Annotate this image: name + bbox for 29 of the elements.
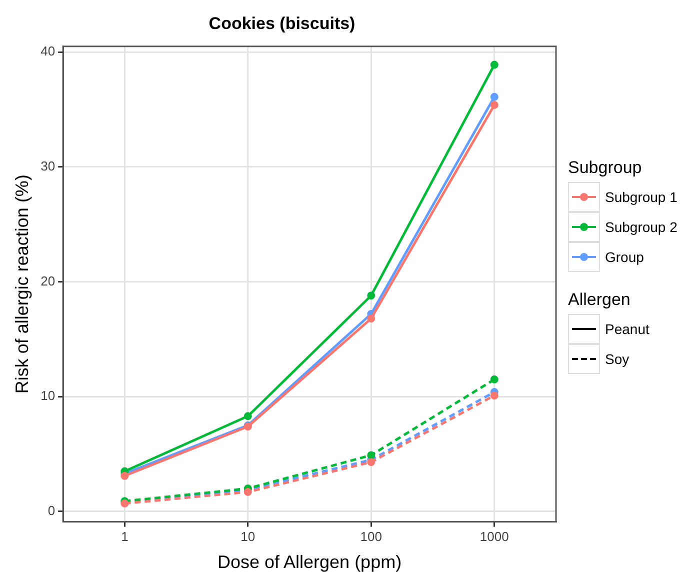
point <box>367 314 376 323</box>
y-tick-label: 40 <box>40 44 56 59</box>
chart-title: Cookies (biscuits) <box>208 14 356 33</box>
x-tick-label: 10 <box>240 529 256 544</box>
legend-label: Group <box>605 249 644 265</box>
point <box>490 100 498 109</box>
y-axis-title: Risk of allergic reaction (%) <box>12 174 32 394</box>
y-tick-label: 20 <box>40 273 56 288</box>
y-tick-label: 30 <box>40 158 56 174</box>
text: Soy <box>605 351 630 367</box>
legend-title: Subgroup <box>568 158 643 178</box>
text: Allergen <box>568 290 632 310</box>
x-tick-label: 1000 <box>480 529 509 544</box>
legend-label: Subgroup 1 <box>605 189 678 205</box>
x-tick-label: 1 <box>121 529 128 544</box>
point <box>367 458 376 466</box>
y-tick-label: 10 <box>40 388 56 404</box>
text: Peanut <box>605 321 650 337</box>
legend-label: Subgroup 2 <box>605 219 678 235</box>
x-axis-title: Dose of Allergen (ppm) <box>217 552 402 572</box>
point <box>490 391 498 400</box>
point <box>490 92 498 101</box>
point <box>367 451 376 460</box>
y-tick-label: 0 <box>48 503 56 518</box>
point <box>367 292 376 300</box>
point <box>490 375 498 384</box>
point <box>244 412 252 420</box>
x-tick-label: 100 <box>360 529 382 544</box>
point <box>490 60 498 69</box>
